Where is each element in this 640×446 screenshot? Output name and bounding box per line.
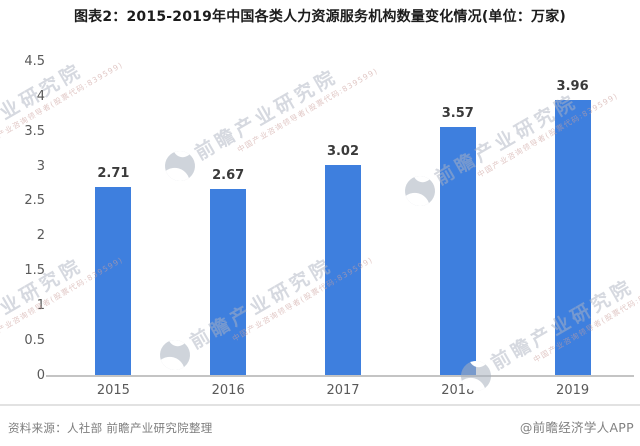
y-tick-label-3.5: 3.5 [24,123,45,139]
footer-separator [0,404,640,406]
x-axis-label-2016: 2016 [211,383,245,398]
bar-2015 [95,186,132,376]
y-tick-label-2: 2 [36,228,45,244]
footer: 资料来源：人社部 前瞻产业研究院整理 @前瞻经济学人APP [8,417,634,436]
x-axis-line [46,375,634,377]
bar-2019 [554,99,591,376]
x-axis-label-2015: 2015 [96,383,130,398]
y-tick-label-0: 0 [36,367,45,383]
x-axis-label-2019: 2019 [556,383,590,398]
y-tick-label-4.5: 4.5 [24,54,45,69]
credit-note: @前瞻经济学人APP [519,420,634,435]
plot-area: 0 0.5 1 1.5 2 2.5 3 3.5 4 4.5 2.71 2.67 3.02 3.57 3.9… [24,54,634,398]
y-tick-label-2.5: 2.5 [24,193,45,209]
bar-2016 [210,189,247,376]
y-tick-label-0.5: 0.5 [24,332,45,348]
page-title: 图表2：2015-2019年中国各类人力资源服务机构数量变化情况(单位：万家) [73,9,567,25]
x-axis-label-2017: 2017 [326,383,360,398]
y-tick-label-4: 4 [36,88,45,104]
value-label-2019: 3.96 [556,78,589,94]
y-tick-label-1.5: 1.5 [24,263,45,278]
y-tick-label-1: 1 [36,297,45,313]
bar-2018 [439,126,476,376]
value-label-2016: 2.67 [212,168,245,184]
value-label-2018: 3.57 [441,105,474,121]
value-label-2015: 2.71 [97,165,130,181]
source-note: 资料来源：人社部 前瞻产业研究院整理 [8,421,213,435]
bar-2017 [325,165,361,376]
x-axis-label-2018: 2018 [441,383,475,398]
value-label-2017: 3.02 [326,144,360,160]
y-tick-label-3: 3 [36,158,45,174]
